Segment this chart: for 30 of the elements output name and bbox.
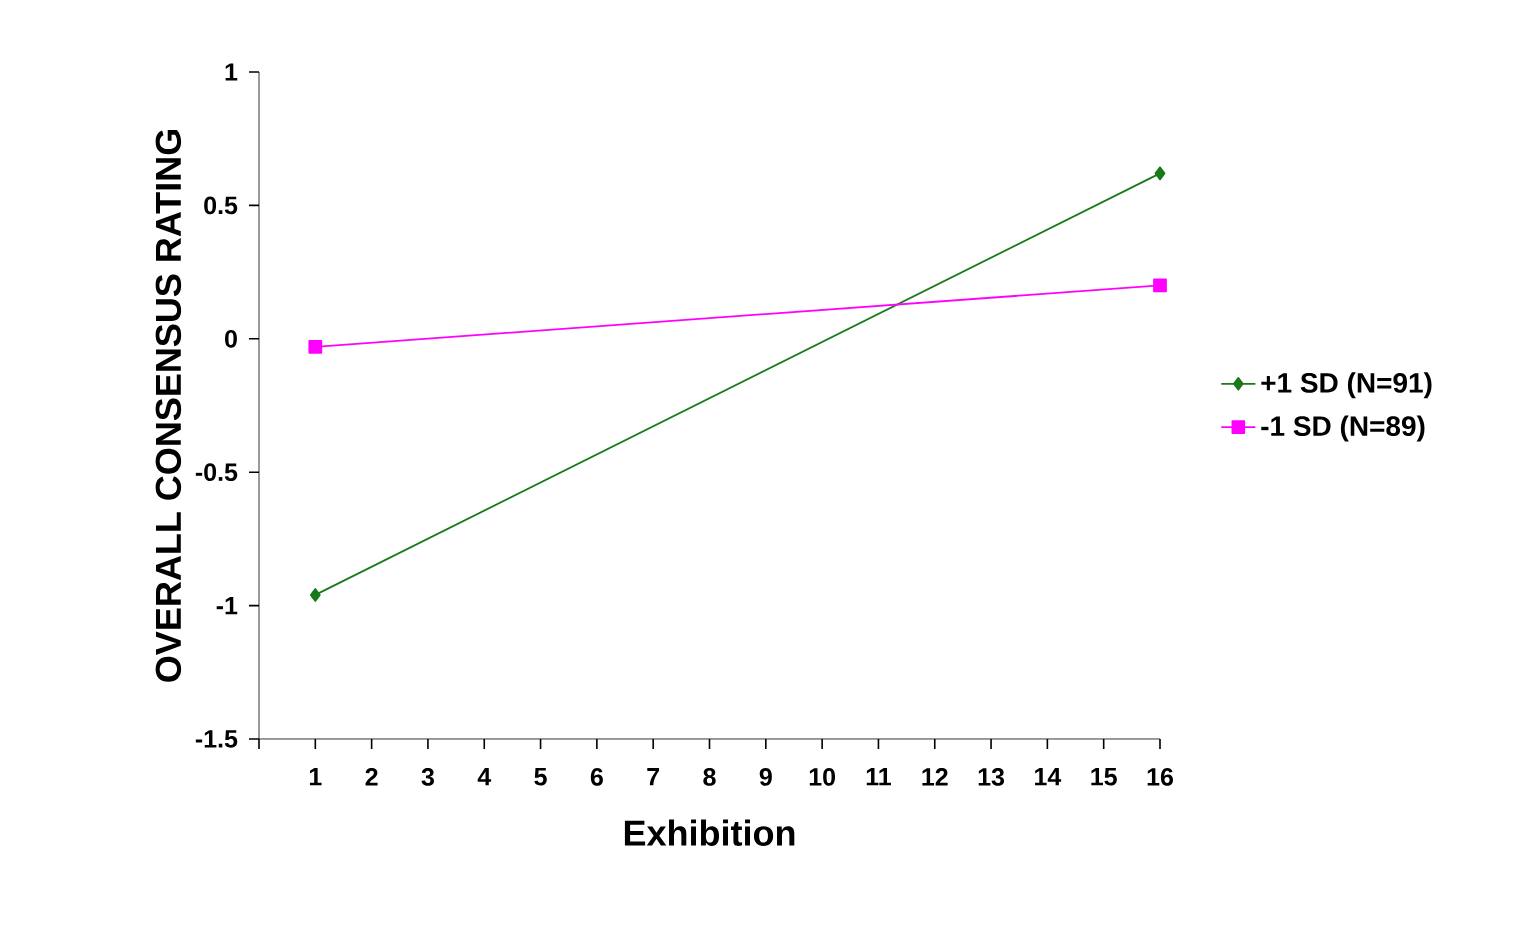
x-tick-label: 4 bbox=[477, 768, 492, 786]
x-tick-label: 13 bbox=[978, 768, 1005, 786]
x-tick-label: 12 bbox=[922, 768, 948, 786]
y-tick-label: -0.5 bbox=[195, 463, 238, 482]
x-tick-label: 7 bbox=[647, 768, 660, 786]
x-axis-title: Exhibition bbox=[624, 819, 795, 846]
x-tick-label: 8 bbox=[703, 768, 716, 786]
x-tick-label: 16 bbox=[1147, 768, 1173, 786]
y-axis-title: OVERALL CONSENSUS RATING bbox=[155, 130, 182, 682]
x-tick-label: 6 bbox=[590, 768, 603, 786]
x-tick-label: 3 bbox=[421, 768, 434, 786]
point bbox=[308, 339, 323, 354]
point bbox=[309, 588, 321, 602]
x-tick-label: 9 bbox=[759, 768, 772, 786]
x-tick-label: 11 bbox=[866, 768, 891, 786]
y-tick-label: 1 bbox=[225, 63, 238, 81]
point bbox=[1153, 278, 1167, 293]
y-tick-label: 0.5 bbox=[204, 196, 238, 215]
point bbox=[1154, 166, 1166, 181]
x-tick-label: 10 bbox=[809, 768, 836, 786]
x-tick-label: 2 bbox=[365, 768, 378, 786]
legend-label: +1 SD (N=91) bbox=[1261, 372, 1432, 399]
x-tick-label: 5 bbox=[534, 768, 547, 786]
y-tick-label: 0 bbox=[225, 329, 237, 348]
legend-label: -1 SD (N=89) bbox=[1261, 415, 1425, 442]
x-tick-label: 14 bbox=[1035, 768, 1062, 786]
x-tick-label: 15 bbox=[1091, 768, 1117, 786]
y-tick-label: -1 bbox=[216, 597, 238, 615]
x-tick-label: 1 bbox=[309, 768, 322, 786]
y-tick-label: -1.5 bbox=[195, 730, 238, 748]
